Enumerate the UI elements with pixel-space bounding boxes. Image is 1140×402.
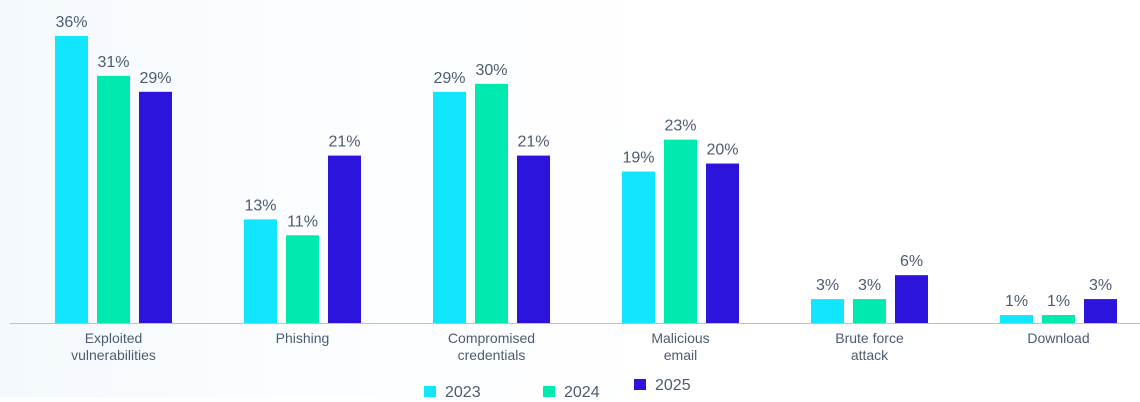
- bar-2025-1: [328, 155, 361, 323]
- legend-swatch-2023: [424, 386, 436, 397]
- bar-2023-4: [811, 299, 844, 323]
- bars-layer: [55, 36, 1117, 323]
- category-label-1: Phishing: [276, 330, 330, 346]
- legend-swatch-2024: [543, 386, 555, 397]
- value-label-2024-0: 31%: [97, 54, 129, 71]
- value-labels-layer: 36% 31% 29% 13% 11% 21% 29% 30% 21% 19% 23% 20% 3% 3%…: [55, 14, 1112, 310]
- value-label-2023-2: 29%: [433, 70, 465, 87]
- bar-2025-2: [517, 155, 550, 323]
- value-label-2024-5: 1%: [1047, 293, 1070, 310]
- value-label-2024-1: 11%: [287, 213, 318, 230]
- value-label-2023-3: 19%: [622, 150, 654, 167]
- legend-swatch-2025: [634, 379, 646, 390]
- category-label-0: Exploited vulnerabilities: [71, 330, 156, 363]
- bar-2023-3: [622, 171, 655, 323]
- bar-2025-0: [139, 91, 172, 323]
- value-label-2024-2: 30%: [475, 62, 507, 79]
- value-label-2023-1: 13%: [244, 197, 276, 214]
- bar-2023-0: [55, 36, 88, 323]
- bar-2023-2: [433, 91, 466, 323]
- legend-label-2025: 2025: [655, 377, 691, 394]
- value-label-2023-4: 3%: [816, 277, 839, 294]
- bar-2023-5: [1000, 315, 1033, 323]
- legend-label-2023: 2023: [445, 384, 481, 397]
- value-label-2025-0: 29%: [139, 70, 171, 87]
- value-label-2025-1: 21%: [328, 134, 360, 151]
- value-label-2025-4: 6%: [900, 253, 923, 270]
- value-label-2023-5: 1%: [1005, 293, 1028, 310]
- bar-2024-5: [1042, 315, 1075, 323]
- value-label-2025-3: 20%: [706, 142, 738, 159]
- value-label-2025-5: 3%: [1089, 277, 1112, 294]
- bar-2024-1: [286, 235, 319, 323]
- legend-label-2024: 2024: [564, 384, 600, 397]
- bar-2024-4: [853, 299, 886, 323]
- bar-2025-5: [1084, 299, 1117, 323]
- category-label-2: Compromised credentials: [448, 330, 535, 363]
- bar-2023-1: [244, 219, 277, 323]
- bar-2025-4: [895, 275, 928, 323]
- value-label-2023-0: 36%: [55, 14, 87, 31]
- value-label-2025-2: 21%: [517, 134, 549, 151]
- category-label-5: Download: [1027, 330, 1089, 346]
- legend: 2023 2024 2025: [424, 377, 691, 401]
- category-labels-layer: Exploited vulnerabilities Phishing Compromi…: [71, 330, 1090, 363]
- bar-2024-2: [475, 83, 508, 323]
- category-label-3: Malicious email: [651, 330, 709, 363]
- bar-2024-0: [97, 75, 130, 323]
- bar-2024-3: [664, 139, 697, 323]
- category-label-4: Brute force attack: [835, 330, 904, 363]
- value-label-2024-4: 3%: [858, 277, 881, 294]
- value-label-2024-3: 23%: [664, 118, 696, 135]
- bar-2025-3: [706, 163, 739, 323]
